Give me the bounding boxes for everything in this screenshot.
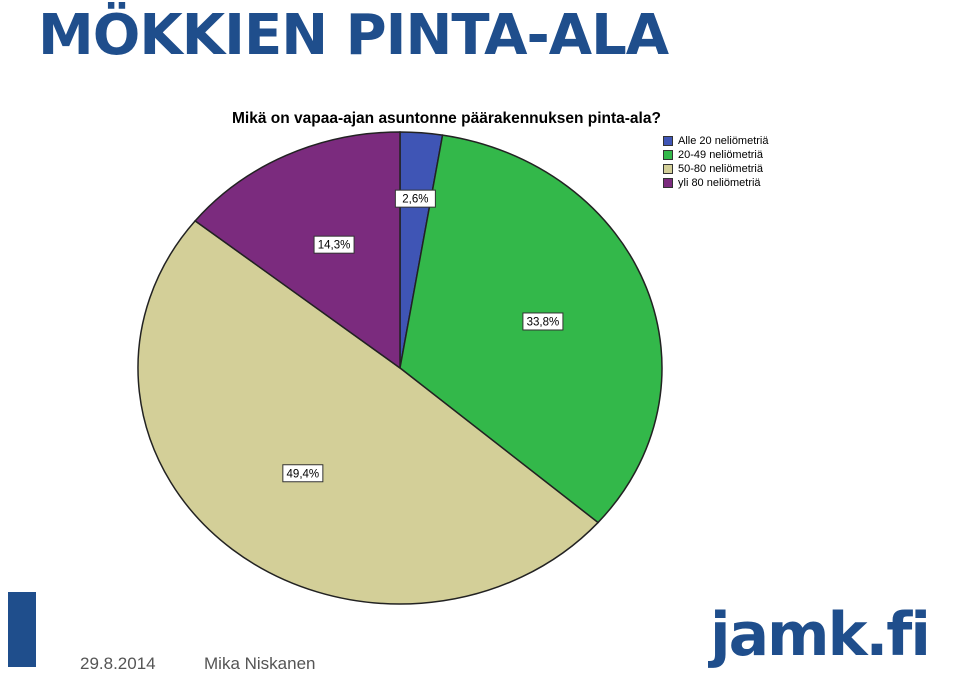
legend-label-2: 50-80 neliömetriä: [678, 163, 763, 175]
jamk-logo: jamk.fi: [710, 600, 931, 670]
legend-swatch-0: [663, 136, 673, 146]
legend-item-2: 50-80 neliömetriä: [663, 162, 769, 176]
legend-swatch-2: [663, 164, 673, 174]
pie-label-0: 2,6%: [394, 189, 436, 208]
svg-text:2,6%: 2,6%: [402, 194, 428, 206]
legend-item-3: yli 80 neliömetriä: [663, 176, 769, 190]
chart-title: Mikä on vapaa-ajan asuntonne päärakennuk…: [232, 110, 661, 127]
legend-item-0: Alle 20 neliömetriä: [663, 134, 769, 148]
footer-date: 29.8.2014: [80, 654, 156, 673]
legend-label-3: yli 80 neliömetriä: [678, 177, 761, 189]
pie-label-1: 33,8%: [522, 312, 564, 331]
legend-swatch-3: [663, 178, 673, 188]
pie-slice-3: [194, 131, 401, 370]
legend-item-1: 20-49 neliömetriä: [663, 148, 769, 162]
pie-label-3: 14,3%: [313, 235, 355, 254]
footer-accent-bar: [8, 592, 36, 667]
svg-text:49,4%: 49,4%: [287, 468, 320, 480]
chart-legend: Alle 20 neliömetriä 20-49 neliömetriä 50-8…: [663, 134, 769, 190]
legend-label-0: Alle 20 neliömetriä: [678, 135, 769, 147]
legend-label-1: 20-49 neliömetriä: [678, 149, 763, 161]
footer-author: Mika Niskanen: [204, 654, 316, 673]
svg-text:33,8%: 33,8%: [527, 316, 560, 328]
slide-title: MÖKKIEN PINTA-ALA: [38, 3, 669, 68]
pie-slice-2: [137, 219, 600, 605]
svg-text:14,3%: 14,3%: [318, 240, 351, 252]
pie-label-2: 49,4%: [282, 464, 324, 483]
legend-swatch-1: [663, 150, 673, 160]
